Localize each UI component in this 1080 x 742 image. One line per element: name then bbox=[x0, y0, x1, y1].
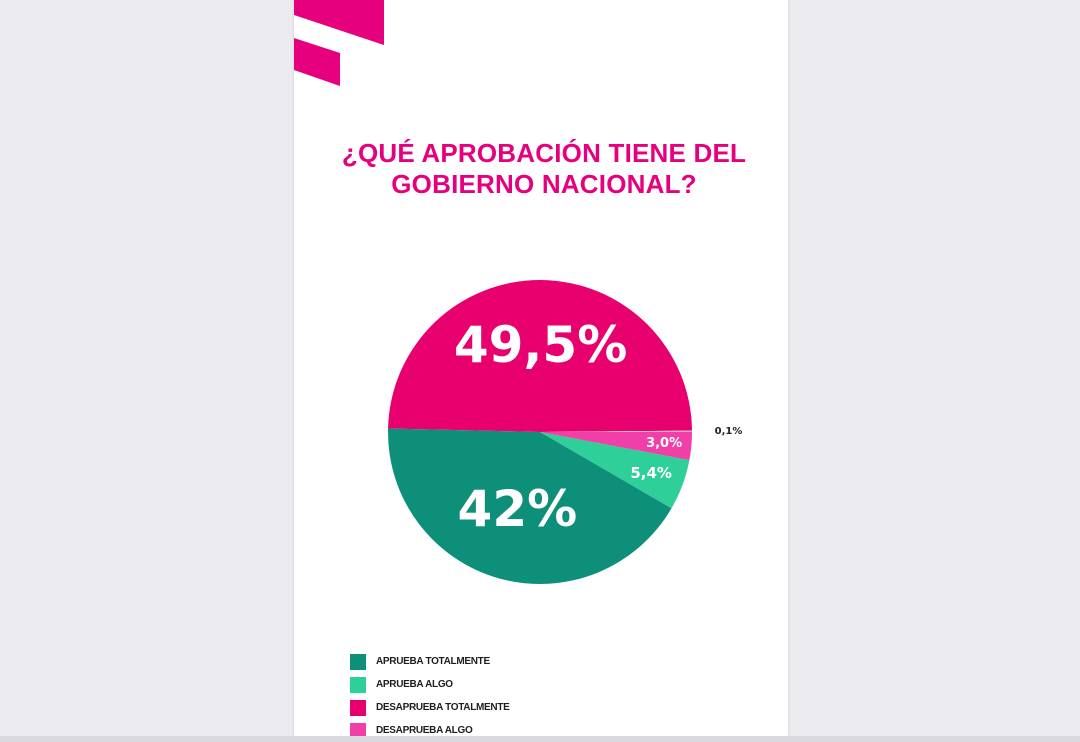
legend-item-desaprueba-totalmente: DESAPRUEBA TOTALMENTE bbox=[350, 696, 510, 719]
legend-label: APRUEBA ALGO bbox=[376, 679, 453, 690]
legend-swatch bbox=[350, 722, 366, 739]
pie-slice-label: 49,5% bbox=[454, 316, 627, 374]
legend-item-aprueba-totalmente: APRUEBA TOTALMENTE bbox=[350, 650, 510, 673]
pie-slice bbox=[540, 432, 690, 509]
chart-legend: APRUEBA TOTALMENTE APRUEBA ALGO DESAPRUE… bbox=[350, 650, 510, 742]
legend-label: DESAPRUEBA ALGO bbox=[376, 725, 473, 736]
legend-label: DESAPRUEBA TOTALMENTE bbox=[376, 702, 510, 713]
pie-slice-label: 0,1% bbox=[715, 426, 743, 437]
pie-slice-label: 5,4% bbox=[630, 464, 672, 482]
pie-slice bbox=[388, 280, 692, 432]
bottom-bar bbox=[0, 736, 1080, 742]
pie-slice bbox=[540, 431, 692, 461]
pie-slice bbox=[388, 428, 672, 584]
legend-swatch bbox=[350, 653, 366, 670]
legend-item-desaprueba-algo: DESAPRUEBA ALGO bbox=[350, 719, 510, 742]
legend-item-aprueba-algo: APRUEBA ALGO bbox=[350, 673, 510, 696]
legend-label: APRUEBA TOTALMENTE bbox=[376, 656, 490, 667]
brand-logo bbox=[294, 0, 384, 86]
legend-swatch bbox=[350, 699, 366, 716]
report-page: ¿QUÉ APROBACIÓN TIENE DEL GOBIERNO NACIO… bbox=[294, 0, 788, 742]
pie-chart: 49,5% 42% 5,4% 3,0% 0,1% bbox=[388, 280, 743, 584]
pie-slice-label: 3,0% bbox=[646, 436, 682, 451]
pie-slice bbox=[540, 430, 692, 432]
pie-slice-label: 42% bbox=[458, 480, 578, 538]
chart-title: ¿QUÉ APROBACIÓN TIENE DEL GOBIERNO NACIO… bbox=[341, 138, 747, 199]
legend-swatch bbox=[350, 676, 366, 693]
